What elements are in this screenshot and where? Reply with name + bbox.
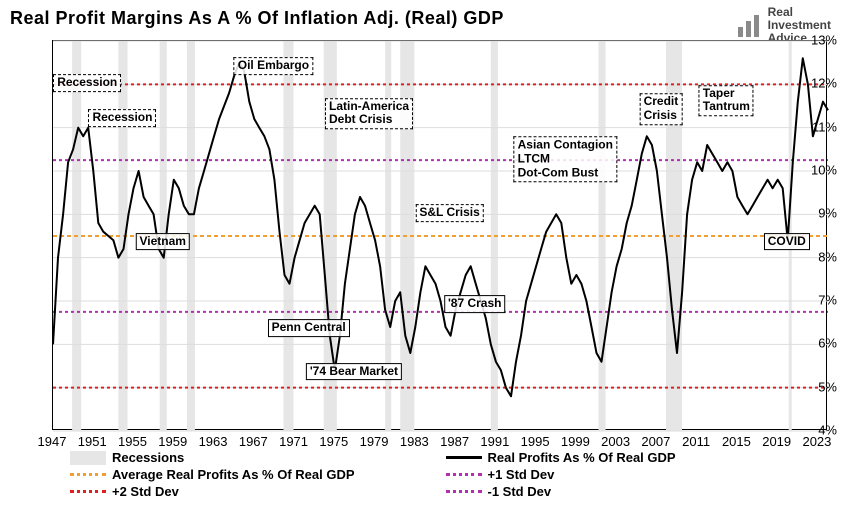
x-tick-label: 1971 — [279, 434, 308, 449]
x-tick-label: 1983 — [400, 434, 429, 449]
annotation-label: S&L Crisis — [415, 204, 483, 222]
legend-label: Average Real Profits As % Of Real GDP — [112, 467, 355, 482]
x-tick-label: 1967 — [239, 434, 268, 449]
x-tick-label: 1947 — [38, 434, 67, 449]
legend-item: -1 Std Dev — [446, 484, 822, 499]
y-tick-label: 8% — [791, 249, 837, 264]
y-tick-label: 10% — [791, 163, 837, 178]
legend-item: +1 Std Dev — [446, 467, 822, 482]
annotation-label: '87 Crash — [444, 295, 506, 313]
y-tick-label: 9% — [791, 206, 837, 221]
x-tick-label: 2023 — [802, 434, 831, 449]
annotation-label: CreditCrisis — [640, 94, 683, 126]
x-tick-label: 1999 — [561, 434, 590, 449]
annotation-label: Penn Central — [268, 319, 350, 337]
x-tick-label: 1955 — [118, 434, 147, 449]
x-tick-label: 2011 — [682, 434, 710, 449]
x-tick-label: 2015 — [722, 434, 751, 449]
x-tick-label: 1975 — [319, 434, 348, 449]
legend-item: Real Profits As % Of Real GDP — [446, 450, 822, 465]
y-tick-label: 5% — [791, 379, 837, 394]
y-tick-label: 12% — [791, 76, 837, 91]
x-tick-label: 2003 — [601, 434, 630, 449]
x-tick-label: 1951 — [78, 434, 107, 449]
annotation-label: Recession — [53, 74, 121, 92]
annotation-label: Vietnam — [135, 233, 189, 251]
legend-label: Real Profits As % Of Real GDP — [488, 450, 676, 465]
x-tick-label: 2019 — [762, 434, 791, 449]
legend-label: +2 Std Dev — [112, 484, 179, 499]
annotation-label: Recession — [88, 109, 156, 127]
x-tick-label: 1959 — [158, 434, 187, 449]
legend: Recessions Real Profits As % Of Real GDP A… — [70, 450, 821, 501]
annotation-label: Latin-AmericaDebt Crisis — [325, 98, 413, 130]
y-tick-label: 13% — [791, 33, 837, 48]
legend-swatch — [70, 490, 106, 493]
x-tick-label: 1995 — [521, 434, 550, 449]
annotation-label: COVID — [764, 233, 810, 251]
legend-swatch — [446, 473, 482, 476]
x-tick-label: 1963 — [199, 434, 228, 449]
legend-label: -1 Std Dev — [488, 484, 552, 499]
legend-item: +2 Std Dev — [70, 484, 446, 499]
legend-swatch — [70, 451, 106, 465]
annotation-label: TaperTantrum — [699, 85, 754, 117]
legend-item: Recessions — [70, 450, 446, 465]
legend-swatch — [446, 456, 482, 459]
x-tick-label: 1987 — [440, 434, 469, 449]
legend-label: +1 Std Dev — [488, 467, 555, 482]
x-tick-label: 1991 — [480, 434, 509, 449]
annotation-label: Oil Embargo — [234, 57, 313, 75]
legend-swatch — [446, 490, 482, 493]
y-tick-label: 6% — [791, 336, 837, 351]
x-tick-label: 1979 — [360, 434, 389, 449]
annotation-label: '74 Bear Market — [306, 363, 402, 381]
logo-icon — [736, 13, 762, 39]
annotation-label: Asian ContagionLTCMDot-Com Bust — [514, 136, 617, 181]
legend-swatch — [70, 473, 106, 476]
chart-title: Real Profit Margins As A % Of Inflation … — [10, 8, 504, 29]
y-tick-label: 11% — [791, 119, 837, 134]
y-tick-label: 7% — [791, 293, 837, 308]
legend-label: Recessions — [112, 450, 184, 465]
legend-item: Average Real Profits As % Of Real GDP — [70, 467, 446, 482]
x-tick-label: 2007 — [641, 434, 670, 449]
